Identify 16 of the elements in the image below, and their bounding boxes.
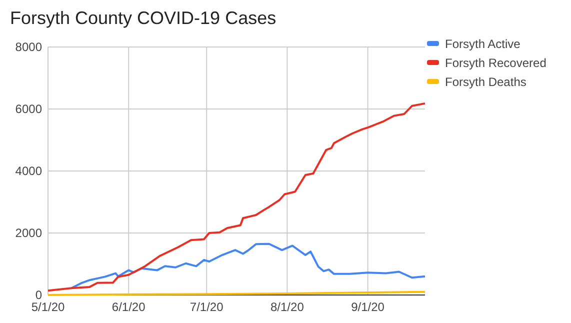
y-tick-label: 6000 <box>15 102 42 116</box>
x-tick-label: 9/1/20 <box>351 300 385 314</box>
y-tick-label: 4000 <box>15 164 42 178</box>
legend-label: Forsyth Active <box>445 37 521 52</box>
line-series <box>70 242 426 290</box>
x-tick-label: 5/1/20 <box>31 300 65 314</box>
line-series <box>47 102 426 292</box>
legend-label: Forsyth Recovered <box>445 56 546 70</box>
y-tick-label: 0 <box>35 288 42 302</box>
x-tick-label: 7/1/20 <box>190 300 224 314</box>
x-tick-label: 6/1/20 <box>112 300 146 314</box>
y-tick-label: 8000 <box>15 40 42 54</box>
legend-label: Forsyth Deaths <box>445 75 526 90</box>
chart-title: Forsyth County COVID-19 Cases <box>10 8 276 28</box>
x-tick-label: 8/1/20 <box>270 300 304 314</box>
y-tick-label: 2000 <box>15 226 42 240</box>
